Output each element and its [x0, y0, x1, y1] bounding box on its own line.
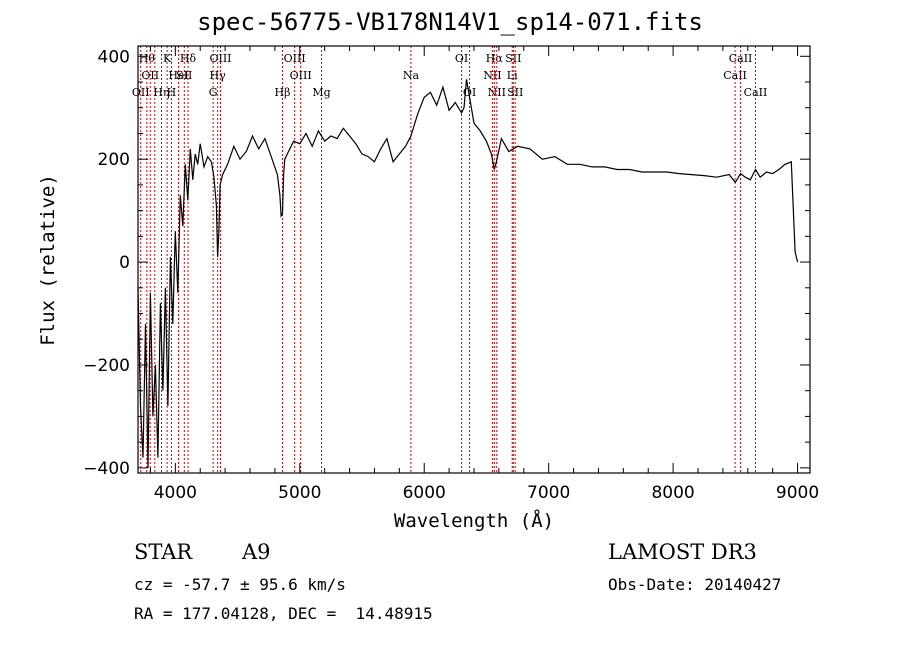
marker-label-12: OIII	[209, 52, 231, 65]
plot-frame	[137, 45, 811, 474]
marker-label-24: SII	[505, 52, 521, 65]
observation-date: Obs-Date: 20140427	[608, 575, 782, 594]
y-axis-label: Flux (relative)	[37, 174, 59, 346]
spectrum-line	[137, 79, 799, 468]
marker-label-16: Mg	[312, 86, 330, 99]
marker-label-0: OII	[132, 86, 150, 99]
marker-label-13: Hβ	[275, 86, 291, 99]
marker-label-20: NII	[483, 69, 501, 82]
x-tick-label-3: 7000	[527, 483, 570, 503]
marker-label-15: OIII	[290, 69, 312, 82]
marker-label-5: K	[163, 52, 172, 65]
y-tick-label-2: 0	[119, 253, 130, 273]
marker-label-6: H	[167, 86, 177, 99]
y-tick-label-1: −200	[83, 356, 130, 376]
object-subclass: A9	[242, 540, 271, 564]
marker-label-25: SII	[507, 86, 523, 99]
marker-label-1: Hθ	[139, 52, 156, 65]
marker-label-18: OI	[455, 52, 468, 65]
marker-label-14: OIII	[284, 52, 306, 65]
marker-label-4: Hη	[153, 86, 169, 99]
chart-title: spec-56775-VB178N14V1_sp14-071.fits	[197, 8, 703, 36]
x-axis-label: Wavelength (Å)	[393, 510, 555, 532]
y-tick-label-3: 200	[98, 150, 130, 170]
x-tick-label-0: 4000	[154, 483, 197, 503]
marker-label-11: Hγ	[210, 69, 227, 82]
x-tick-label-4: 8000	[651, 483, 694, 503]
survey-name: LAMOST DR3	[608, 540, 757, 564]
marker-label-10: G	[209, 86, 218, 99]
marker-label-22: NII	[488, 86, 506, 99]
marker-label-21: Hα	[486, 52, 504, 65]
y-tick-label-0: −400	[83, 459, 130, 479]
y-tick-label-4: 400	[98, 47, 130, 67]
x-tick-label-1: 5000	[278, 483, 321, 503]
marker-label-17: Na	[403, 69, 420, 82]
coordinates-readout: RA = 177.04128, DEC = 14.48915	[134, 604, 433, 623]
object-class: STAR	[134, 540, 193, 564]
redshift-readout: cz = -57.7 ± 95.6 km/s	[134, 575, 346, 594]
marker-label-8: SII	[176, 69, 192, 82]
axis-ticks: 4000 5000 6000 7000 8000 9000 −400 −200 0 200 400	[83, 46, 819, 503]
x-tick-label-2: 6000	[403, 483, 446, 503]
marker-label-9: Hδ	[180, 52, 197, 65]
marker-label-2: OII	[141, 69, 159, 82]
marker-label-27: CaII	[729, 52, 753, 65]
marker-label-7: HeI	[168, 69, 188, 82]
marker-label-28: CaII	[744, 86, 768, 99]
marker-label-26: CaII	[723, 69, 747, 82]
marker-label-23: Li	[507, 69, 518, 82]
x-tick-label-5: 9000	[776, 483, 819, 503]
